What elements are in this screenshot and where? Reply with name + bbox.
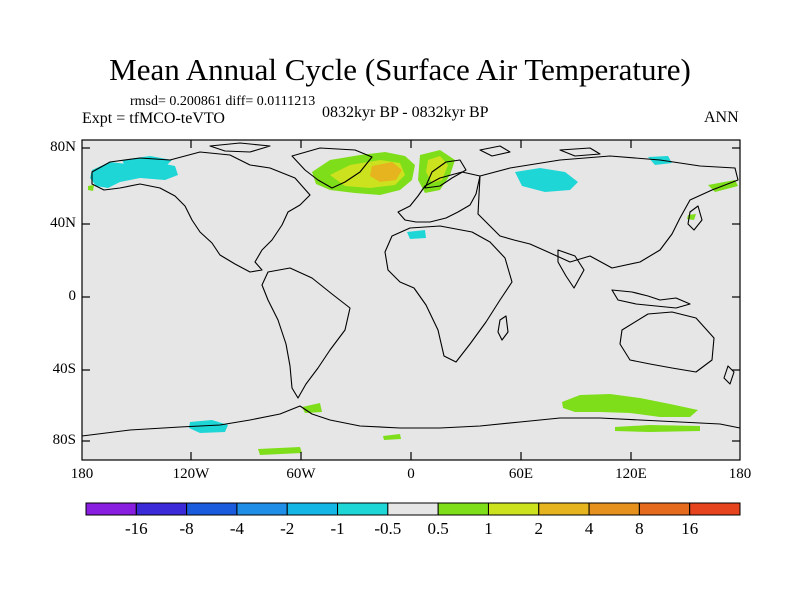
anomaly-patch-pacific-green <box>88 185 94 191</box>
colorbar-swatch <box>387 502 439 516</box>
colorbar <box>85 502 741 516</box>
colorbar-label: 1 <box>484 519 493 538</box>
anomaly-patch-atlantic-cyan <box>407 230 426 239</box>
coastline-europe <box>397 171 481 223</box>
anomaly-patch-alaska-cyan <box>90 162 178 188</box>
lon-label-60e: 60E <box>508 466 534 482</box>
lon-label-180w: 180 <box>70 466 94 482</box>
coastline-australia <box>619 311 715 373</box>
lat-label-40s: 40S <box>52 361 76 377</box>
lon-label-120w: 120W <box>172 466 210 482</box>
colorbar-label: 16 <box>681 519 699 538</box>
coastline-greenland <box>291 147 373 189</box>
anomaly-patch-ross-sea-cyan <box>189 420 228 433</box>
colorbar-swatch <box>135 502 188 516</box>
figure-title: Mean Annual Cycle (Surface Air Temperatu… <box>109 52 691 87</box>
lon-label-180e: 180 <box>728 466 752 482</box>
coastline-south-america <box>261 267 351 399</box>
coastlines <box>81 142 741 437</box>
colorbar-label: 8 <box>635 519 644 538</box>
colorbar-swatch <box>236 502 288 516</box>
colorbar-swatch <box>337 502 389 516</box>
colorbar-swatch <box>689 502 741 516</box>
anomaly-patch-siberia-cyan <box>515 168 578 192</box>
anomaly-patch-east-antarctica-green <box>562 394 698 417</box>
anomaly-patch-weddell-small-green <box>383 434 401 440</box>
coastline-africa <box>384 225 513 363</box>
coastline-madagascar <box>497 315 509 341</box>
lon-ticks <box>190 140 632 460</box>
lat-label-80s: 80S <box>52 432 76 448</box>
colorbar-swatch <box>538 502 590 516</box>
stats-text: rmsd= 0.200861 diff= 0.0111213 <box>130 94 316 109</box>
anomaly-patch-greenland-sea-orange <box>370 162 402 182</box>
coastline-japan <box>687 205 703 231</box>
colorbar-label: -2 <box>280 519 295 538</box>
colorbar-label: 4 <box>584 519 594 538</box>
map-frame <box>81 139 741 461</box>
lat-label-80n: 80N <box>50 139 76 155</box>
anomaly-patch-south-pole-green <box>258 447 302 455</box>
lon-label-120e: 120E <box>615 466 647 482</box>
colorbar-label: -16 <box>124 519 148 538</box>
coastline-indonesia <box>611 289 691 309</box>
experiment-label: Expt = tfMCO-teVTO <box>82 110 225 127</box>
colorbar-label: -8 <box>179 519 194 538</box>
coastline-antarctica <box>81 405 741 437</box>
lat-label-0: 0 <box>68 288 77 304</box>
lat-label-40n: 40N <box>50 215 76 231</box>
coastline-arctic-islands <box>209 142 601 157</box>
lon-label-60w: 60W <box>286 466 316 482</box>
lat-ticks <box>82 147 740 442</box>
lon-label-0: 0 <box>407 466 415 482</box>
colorbar-swatch <box>638 502 691 516</box>
colorbar-label: -4 <box>229 519 244 538</box>
colorbar-swatch <box>588 502 640 516</box>
colorbar-swatch <box>487 502 540 516</box>
season-label: ANN <box>704 109 739 126</box>
coastline-scandinavia <box>424 159 467 189</box>
anomaly-patch-norway-yellow <box>426 156 448 183</box>
coastline-india <box>557 249 585 289</box>
coastline-north-america <box>91 151 311 273</box>
colorbar-swatch <box>85 502 137 516</box>
period-label: 0832kyr BP - 0832kyr BP <box>322 104 489 121</box>
coastline-asia <box>477 155 739 269</box>
anomaly-patch-antarctic-coast-green <box>615 425 700 432</box>
colorbar-label: -0.5 <box>374 519 402 538</box>
colorbar-swatch <box>286 502 339 516</box>
colorbar-label: 0.5 <box>427 519 449 538</box>
colorbar-swatch <box>186 502 238 516</box>
colorbar-label: -1 <box>330 519 345 538</box>
colorbar-label: 2 <box>534 519 544 538</box>
colorbar-swatch <box>437 502 489 516</box>
